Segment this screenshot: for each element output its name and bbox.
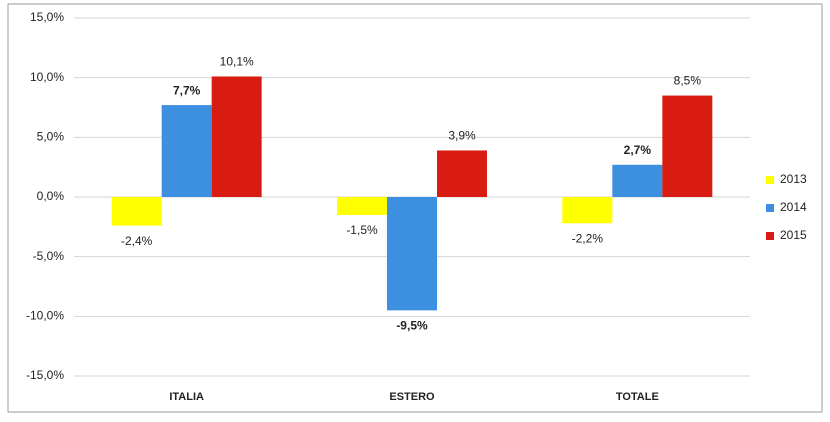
data-label: 2,7% <box>624 143 652 157</box>
legend-label: 2015 <box>780 228 807 242</box>
legend-swatch <box>766 232 774 240</box>
legend-swatch <box>766 204 774 212</box>
legend-label: 2013 <box>780 172 807 186</box>
x-tick-label: TOTALE <box>616 391 659 403</box>
y-tick-label: 0,0% <box>37 189 65 203</box>
data-label: -9,5% <box>396 319 428 333</box>
data-label: 7,7% <box>173 83 201 97</box>
y-tick-label: -10,0% <box>26 309 64 323</box>
bar <box>337 197 387 215</box>
bar <box>662 95 713 197</box>
bar <box>612 164 663 197</box>
data-label: -2,4% <box>121 234 153 248</box>
y-tick-label: -5,0% <box>33 249 65 263</box>
bar <box>161 105 212 197</box>
y-tick-label: -15,0% <box>26 368 64 382</box>
bar <box>211 76 262 197</box>
bar <box>437 150 487 197</box>
x-tick-label: ITALIA <box>169 391 204 403</box>
data-label: 3,9% <box>448 129 476 143</box>
y-tick-label: 15,0% <box>30 10 64 24</box>
legend-swatch <box>766 176 774 184</box>
data-label: 8,5% <box>674 74 702 88</box>
y-tick-label: 10,0% <box>30 70 64 84</box>
bar <box>111 197 162 226</box>
data-label: -2,2% <box>572 231 604 245</box>
bar <box>387 197 437 311</box>
data-label: -1,5% <box>346 223 378 237</box>
x-tick-label: ESTERO <box>389 391 435 403</box>
y-tick-label: 5,0% <box>37 130 65 144</box>
legend-label: 2014 <box>780 200 807 214</box>
data-label: 10,1% <box>220 55 254 69</box>
bar <box>562 197 613 224</box>
